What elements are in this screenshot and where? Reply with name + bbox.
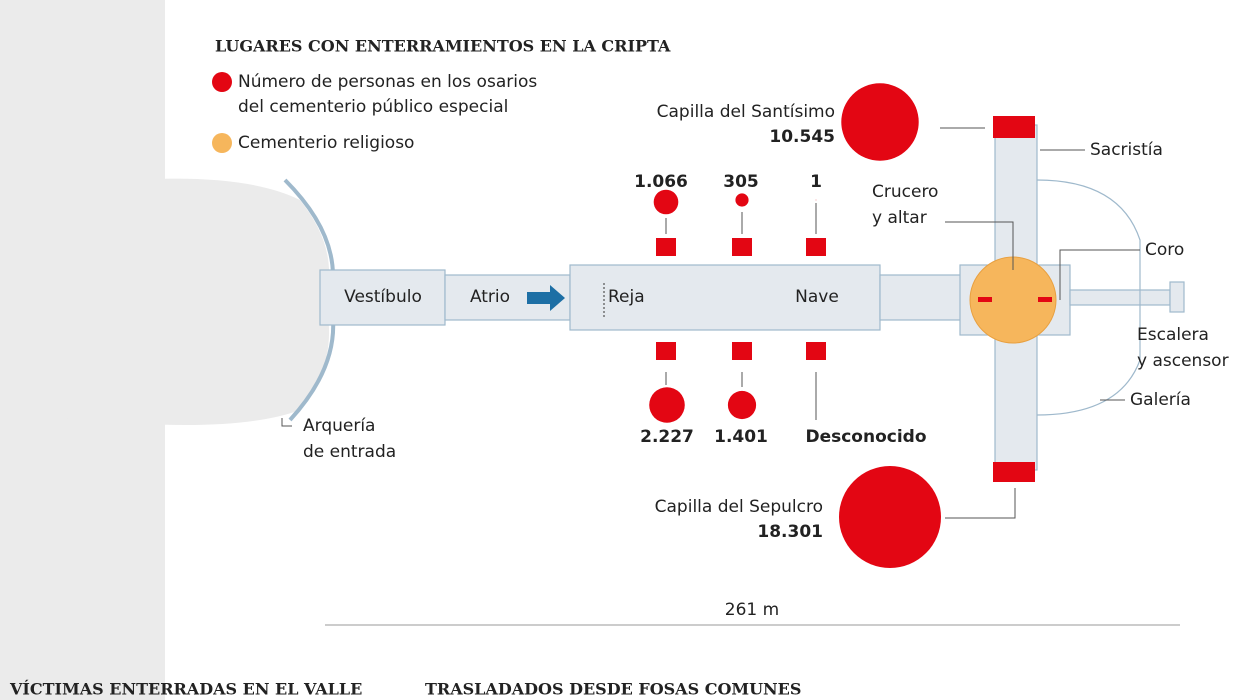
place-label: Arquería (303, 416, 375, 436)
leader-lines (281, 127, 1140, 519)
legend-label: Cementerio religioso (238, 133, 414, 153)
bubble (735, 193, 749, 207)
title: LUGARES CON ENTERRAMIENTOS EN LA CRIPTA (215, 37, 671, 56)
legend-swatch (212, 133, 232, 153)
place-label: Galería (1130, 390, 1191, 410)
place-label: Reja (608, 287, 645, 307)
place-label: Nave (795, 287, 839, 307)
bubble-label: Desconocido (805, 427, 926, 447)
place-label: Atrio (470, 287, 510, 307)
place-label: Coro (1145, 240, 1184, 260)
place-label: Crucero (872, 182, 938, 202)
bubble (653, 189, 679, 215)
place-label: y ascensor (1137, 351, 1229, 371)
bubble-label: 1.401 (714, 427, 768, 447)
bubble (815, 199, 817, 201)
chapel-name: Capilla del Santísimo (657, 102, 835, 122)
place-label: Sacristía (1090, 140, 1163, 160)
floor-plan (0, 0, 1185, 700)
bubble-label: 10.545 (769, 127, 835, 147)
bubble (649, 387, 685, 423)
bubble-label: 18.301 (757, 522, 823, 542)
bubble-label: 1.066 (634, 172, 688, 192)
chapel-name: Capilla del Sepulcro (655, 497, 823, 517)
place-label: y altar (872, 208, 927, 228)
place-label: de entrada (303, 442, 396, 462)
bubble (839, 466, 941, 568)
scale-label: 261 m (725, 600, 779, 620)
place-label: Escalera (1137, 325, 1209, 345)
place-label: Vestíbulo (344, 287, 422, 307)
legend-swatch (212, 72, 232, 92)
bubble-label: 2.227 (640, 427, 694, 447)
bubble-label: 1 (810, 172, 822, 192)
bubble (841, 83, 919, 161)
bubble (727, 390, 757, 420)
section-title: VÍCTIMAS ENTERRADAS EN EL VALLE (9, 679, 362, 699)
bubble-label: 305 (723, 172, 759, 192)
section-title: TRASLADADOS DESDE FOSAS COMUNES (425, 680, 801, 699)
legend-label: del cementerio público especial (238, 97, 508, 117)
legend-label: Número de personas en los osarios (238, 72, 537, 92)
